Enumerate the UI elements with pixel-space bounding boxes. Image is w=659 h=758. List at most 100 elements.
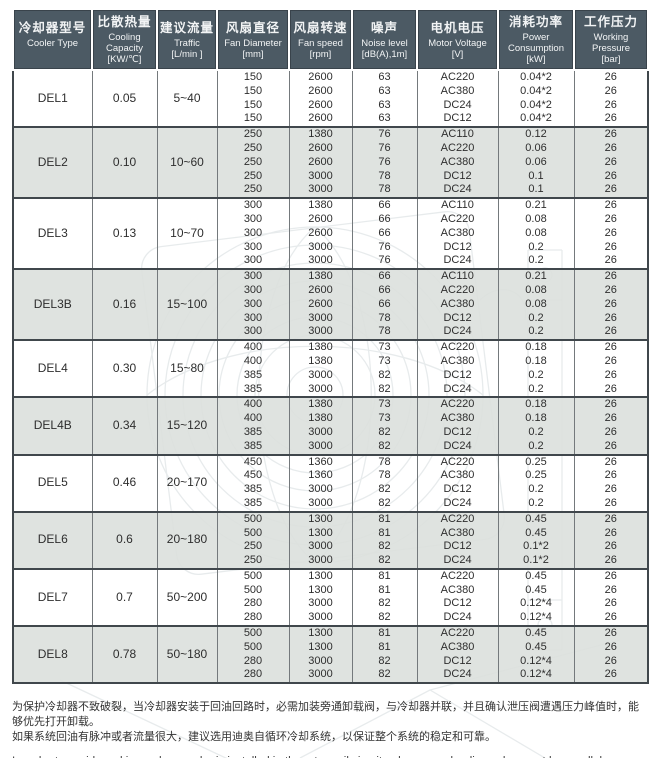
- power-consumption-cell: 0.45: [497, 625, 575, 641]
- noise-level-cell: 66: [351, 297, 418, 312]
- power-consumption-cell: 0.2: [497, 425, 575, 440]
- working-pressure-cell: 26: [573, 510, 649, 527]
- header-cn-label: 风扇直径: [225, 20, 280, 35]
- motor-voltage-cell: AC380: [416, 84, 499, 99]
- motor-voltage-cell: DC12: [416, 169, 499, 184]
- table-body: DEL1 0.05 5~40 150 2600 63 AC220 0.04*2 26 150 260…: [12, 68, 649, 684]
- motor-voltage-cell: DC12: [416, 597, 499, 612]
- working-pressure-cell: 26: [573, 540, 649, 555]
- working-pressure-cell: 26: [573, 439, 649, 455]
- fan-speed-cell: 1380: [288, 339, 353, 355]
- motor-voltage-cell: AC220: [416, 625, 499, 641]
- header-unit-label: [L/min ]: [171, 48, 203, 60]
- noise-level-cell: 81: [351, 625, 418, 641]
- power-consumption-cell: 0.2: [497, 368, 575, 383]
- working-pressure-cell: 26: [573, 382, 649, 398]
- capacity-cell: 0.6: [91, 510, 158, 569]
- column-header-working-pressure: 工作压力 Working Pressure [bar]: [573, 8, 649, 71]
- fan-diameter-cell: 500: [216, 567, 290, 584]
- fan-speed-cell: 3000: [288, 425, 353, 440]
- noise-level-cell: 78: [351, 325, 418, 341]
- fan-diameter-cell: 250: [216, 126, 290, 142]
- working-pressure-cell: 26: [573, 640, 649, 655]
- working-pressure-cell: 26: [573, 583, 649, 598]
- motor-voltage-cell: AC380: [416, 583, 499, 598]
- note-en-para1: In order to avoid cracking , when cooler…: [12, 754, 647, 758]
- motor-voltage-cell: AC220: [416, 212, 499, 227]
- power-consumption-cell: 0.08: [497, 283, 575, 298]
- fan-speed-cell: 3000: [288, 554, 353, 569]
- noise-level-cell: 63: [351, 69, 418, 85]
- noise-level-cell: 73: [351, 339, 418, 355]
- noise-level-cell: 76: [351, 254, 418, 270]
- fan-diameter-cell: 150: [216, 84, 290, 99]
- working-pressure-cell: 26: [573, 254, 649, 270]
- power-consumption-cell: 0.12*4: [497, 611, 575, 627]
- header-en-label: Fan Diameter: [224, 37, 282, 49]
- power-consumption-cell: 0.18: [497, 396, 575, 413]
- noise-level-cell: 78: [351, 469, 418, 484]
- power-consumption-cell: 0.2: [497, 496, 575, 512]
- spec-table: 冷却器型号 Cooler Type 比散热量 Cooling Capacity [KW/…: [12, 8, 649, 684]
- fan-diameter-cell: 385: [216, 496, 290, 512]
- column-header-cooler-type: 冷却器型号 Cooler Type: [12, 8, 93, 71]
- header-cn-label: 工作压力: [583, 15, 638, 29]
- noise-level-cell: 73: [351, 354, 418, 369]
- noise-level-cell: 82: [351, 425, 418, 440]
- header-cn-label: 噪声: [370, 20, 398, 35]
- header-unit-label: [mm]: [242, 48, 264, 60]
- spec-row-del4b-1: DEL4B 0.34 15~120 400 1380 73 AC220 0.18 26: [12, 396, 649, 455]
- fan-diameter-cell: 500: [216, 640, 290, 655]
- noise-level-cell: 82: [351, 496, 418, 512]
- working-pressure-cell: 26: [573, 325, 649, 341]
- fan-diameter-cell: 250: [216, 540, 290, 555]
- fan-diameter-cell: 300: [216, 254, 290, 270]
- capacity-cell: 0.05: [91, 68, 158, 128]
- noise-level-cell: 76: [351, 141, 418, 156]
- fan-speed-cell: 2600: [288, 141, 353, 156]
- spec-row-del6-1: DEL6 0.6 20~180 500 1300 81 AC220 0.45 26: [12, 510, 649, 569]
- header-unit-label: [V]: [451, 48, 464, 60]
- spec-row-del3b-1: DEL3B 0.16 15~100 300 1380 66 AC110 0.21 26: [12, 268, 649, 341]
- header-en-label: Fan speed: [298, 37, 343, 49]
- traffic-cell: 5~40: [156, 68, 218, 128]
- noise-level-cell: 81: [351, 583, 418, 598]
- fan-diameter-cell: 300: [216, 197, 290, 213]
- capacity-cell: 0.30: [91, 339, 158, 398]
- power-consumption-cell: 0.12*4: [497, 654, 575, 669]
- fan-speed-cell: 3000: [288, 183, 353, 199]
- power-consumption-cell: 0.45: [497, 583, 575, 598]
- header-en-label: Traffic: [174, 37, 200, 49]
- spec-row-del4b-4: 385 3000 82 DC24 0.2 26: [13, 439, 649, 455]
- power-consumption-cell: 0.2: [497, 254, 575, 270]
- power-consumption-cell: 0.1*2: [497, 540, 575, 555]
- fan-speed-cell: 2600: [288, 212, 353, 227]
- fan-diameter-cell: 450: [216, 469, 290, 484]
- spec-row-del4-2: 400 1380 73 AC380 0.18 26: [13, 354, 649, 369]
- spec-row-del2-4: 250 3000 78 DC12 0.1 26: [13, 169, 649, 184]
- header-unit-label: [rpm]: [309, 48, 332, 60]
- fan-diameter-cell: 250: [216, 141, 290, 156]
- spec-row-del5-1: DEL5 0.46 20~170 450 1360 78 AC220 0.25 26: [12, 453, 649, 512]
- spec-row-del3-3: 300 2600 66 AC380 0.08 26: [13, 226, 649, 241]
- column-header-power-consumption: 消耗功率 Power Consumption [kW]: [497, 8, 575, 71]
- fan-speed-cell: 2600: [288, 112, 353, 128]
- motor-voltage-cell: DC24: [416, 183, 499, 199]
- working-pressure-cell: 26: [573, 69, 649, 85]
- motor-voltage-cell: DC24: [416, 554, 499, 569]
- fan-diameter-cell: 385: [216, 368, 290, 383]
- power-consumption-cell: 0.08: [497, 297, 575, 312]
- working-pressure-cell: 26: [573, 597, 649, 612]
- working-pressure-cell: 26: [573, 84, 649, 99]
- power-consumption-cell: 0.45: [497, 526, 575, 541]
- spec-row-del2-5: 250 3000 78 DC24 0.1 26: [13, 183, 649, 199]
- header-cn-label: 建议流量: [159, 20, 214, 35]
- working-pressure-cell: 26: [573, 412, 649, 426]
- fan-speed-cell: 3000: [288, 368, 353, 383]
- traffic-cell: 15~100: [156, 268, 218, 341]
- model-cell: DEL2: [12, 126, 93, 199]
- power-consumption-cell: 0.25: [497, 453, 575, 470]
- noise-level-cell: 76: [351, 240, 418, 255]
- working-pressure-cell: 26: [573, 496, 649, 512]
- spec-row-del7-4: 280 3000 82 DC24 0.12*4 26: [13, 611, 649, 627]
